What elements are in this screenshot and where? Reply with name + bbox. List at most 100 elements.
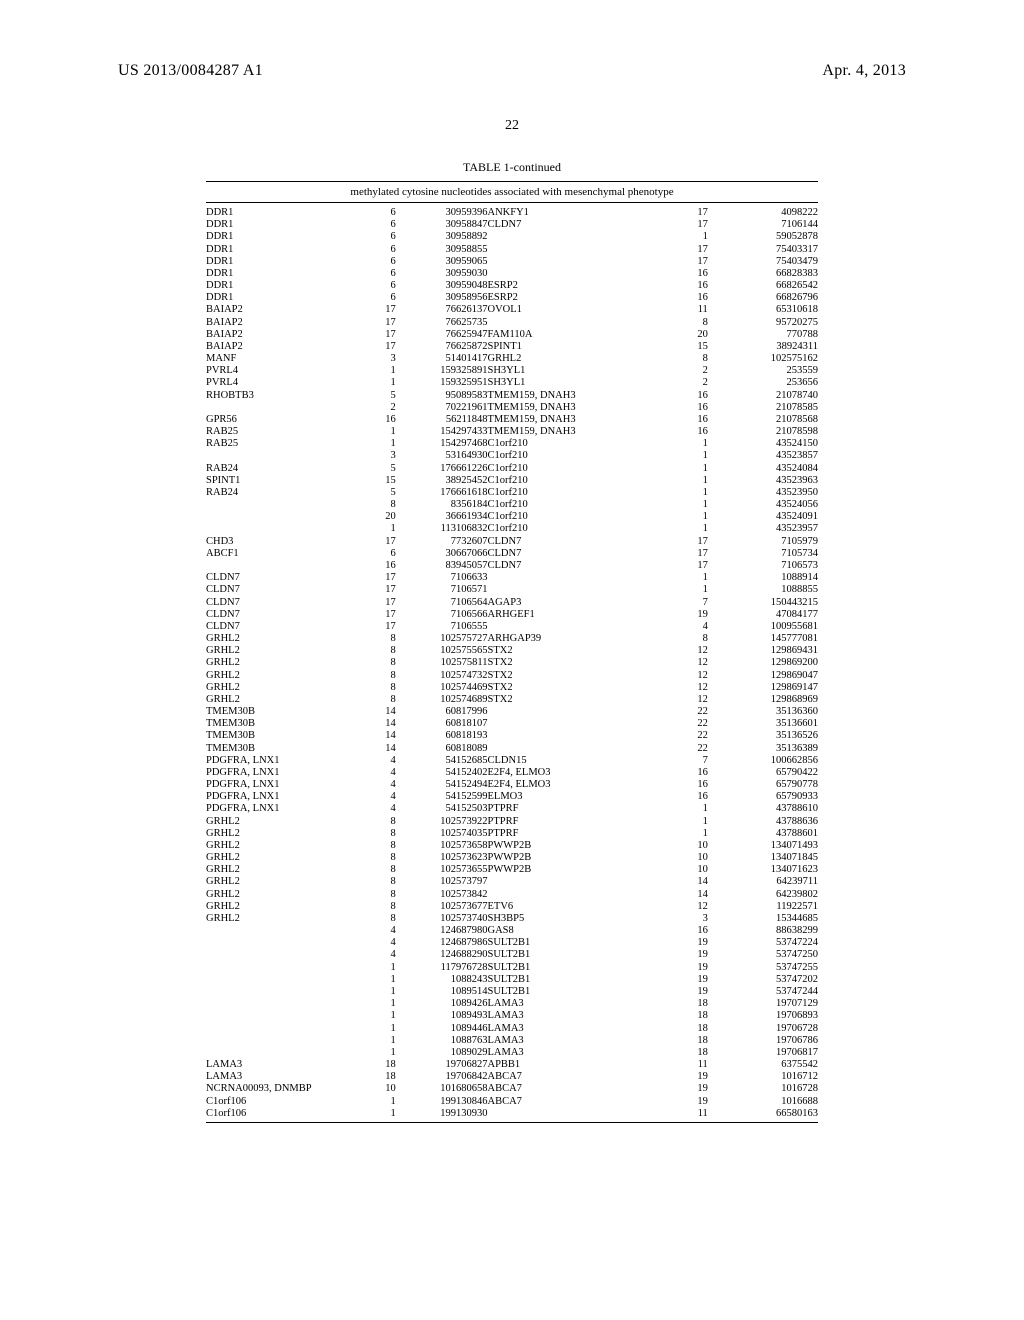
- cell: AGAP3: [488, 597, 653, 609]
- cell: 21078740: [708, 390, 818, 402]
- cell: 11: [653, 304, 708, 316]
- cell: 154297468: [396, 438, 488, 450]
- cell: 21078598: [708, 426, 818, 438]
- cell: 54152494: [396, 779, 488, 791]
- cell: TMEM30B: [206, 706, 347, 718]
- cell: 5: [347, 487, 396, 499]
- cell: 83945057: [396, 560, 488, 572]
- cell: 43523963: [708, 475, 818, 487]
- cell: 8: [347, 670, 396, 682]
- cell: 102575727: [396, 633, 488, 645]
- cell: 6: [347, 256, 396, 268]
- cell: [206, 499, 347, 511]
- cell: 7106573: [708, 560, 818, 572]
- cell: [206, 1035, 347, 1047]
- cell: 43524084: [708, 463, 818, 475]
- cell: NCRNA00093, DNMBP: [206, 1083, 347, 1095]
- cell: ABCA7: [488, 1071, 653, 1083]
- cell: C1orf210: [488, 511, 653, 523]
- cell: DDR1: [206, 219, 347, 231]
- cell: 7: [653, 597, 708, 609]
- table-row: 4124687986SULT2B11953747224: [206, 937, 818, 949]
- cell: 19707129: [708, 998, 818, 1010]
- cell: 66828383: [708, 268, 818, 280]
- cell: GRHL2: [206, 816, 347, 828]
- cell: 70221961: [396, 402, 488, 414]
- cell: ESRP2: [488, 280, 653, 292]
- cell: 16: [653, 791, 708, 803]
- cell: [488, 256, 653, 268]
- cell: 17: [653, 536, 708, 548]
- cell: 14: [653, 876, 708, 888]
- cell: 2: [347, 402, 396, 414]
- cell: C1orf210: [488, 450, 653, 462]
- cell: 35136601: [708, 718, 818, 730]
- cell: 4: [347, 791, 396, 803]
- cell: 176661226: [396, 463, 488, 475]
- cell: LAMA3: [488, 998, 653, 1010]
- cell: 176661618: [396, 487, 488, 499]
- cell: ARHGAP39: [488, 633, 653, 645]
- cell: BAIAP2: [206, 304, 347, 316]
- cell: 17: [653, 560, 708, 572]
- cell: 129869047: [708, 670, 818, 682]
- cell: 4: [347, 937, 396, 949]
- cell: 53747244: [708, 986, 818, 998]
- cell: 8: [347, 864, 396, 876]
- cell: [488, 317, 653, 329]
- cell: E2F4, ELMO3: [488, 767, 653, 779]
- cell: 17: [347, 536, 396, 548]
- cell: 8: [347, 816, 396, 828]
- table-row: CLDN717710663311088914: [206, 572, 818, 584]
- cell: [488, 231, 653, 243]
- table-row: 1683945057CLDN7177106573: [206, 560, 818, 572]
- table-row: GRHL281025737971464239711: [206, 876, 818, 888]
- cell: 76625872: [396, 341, 488, 353]
- cell: 1: [653, 438, 708, 450]
- cell: 1: [653, 487, 708, 499]
- cell: 102574689: [396, 694, 488, 706]
- cell: 19706786: [708, 1035, 818, 1047]
- cell: 1016728: [708, 1083, 818, 1095]
- cell: 7732607: [396, 536, 488, 548]
- cell: 10: [347, 1083, 396, 1095]
- cell: 6: [347, 244, 396, 256]
- cell: 8: [347, 645, 396, 657]
- cell: 43788636: [708, 816, 818, 828]
- table-row: PDGFRA, LNX1454152402E2F4, ELMO316657904…: [206, 767, 818, 779]
- cell: [206, 560, 347, 572]
- cell: PWWP2B: [488, 864, 653, 876]
- table-row: 11089426LAMA31819707129: [206, 998, 818, 1010]
- cell: CLDN7: [488, 548, 653, 560]
- cell: LAMA3: [488, 1035, 653, 1047]
- cell: TMEM159, DNAH3: [488, 390, 653, 402]
- cell: BAIAP2: [206, 317, 347, 329]
- cell: 11: [653, 1108, 708, 1120]
- cell: 100955681: [708, 621, 818, 633]
- cell: 101680658: [396, 1083, 488, 1095]
- cell: 22: [653, 706, 708, 718]
- cell: C1orf210: [488, 487, 653, 499]
- cell: 95720275: [708, 317, 818, 329]
- cell: 19: [653, 986, 708, 998]
- table-row: PVRL41159325891SH3YL12253559: [206, 365, 818, 377]
- cell: LAMA3: [488, 1010, 653, 1022]
- table-row: BAIAP21776626137OVOL11165310618: [206, 304, 818, 316]
- cell: 19: [653, 609, 708, 621]
- page-number: 22: [0, 118, 1024, 134]
- cell: 12: [653, 901, 708, 913]
- cell: 65790933: [708, 791, 818, 803]
- cell: BAIAP2: [206, 341, 347, 353]
- table-row: ABCF1630667066CLDN7177105734: [206, 548, 818, 560]
- cell: 38924311: [708, 341, 818, 353]
- cell: 8: [347, 828, 396, 840]
- cell: TMEM30B: [206, 743, 347, 755]
- cell: OVOL1: [488, 304, 653, 316]
- cell: 60818107: [396, 718, 488, 730]
- table-row: PDGFRA, LNX1454152494E2F4, ELMO316657907…: [206, 779, 818, 791]
- cell: PWWP2B: [488, 852, 653, 864]
- cell: 8: [653, 633, 708, 645]
- cell: 117976728: [396, 962, 488, 974]
- cell: 102574732: [396, 670, 488, 682]
- cell: 20: [347, 511, 396, 523]
